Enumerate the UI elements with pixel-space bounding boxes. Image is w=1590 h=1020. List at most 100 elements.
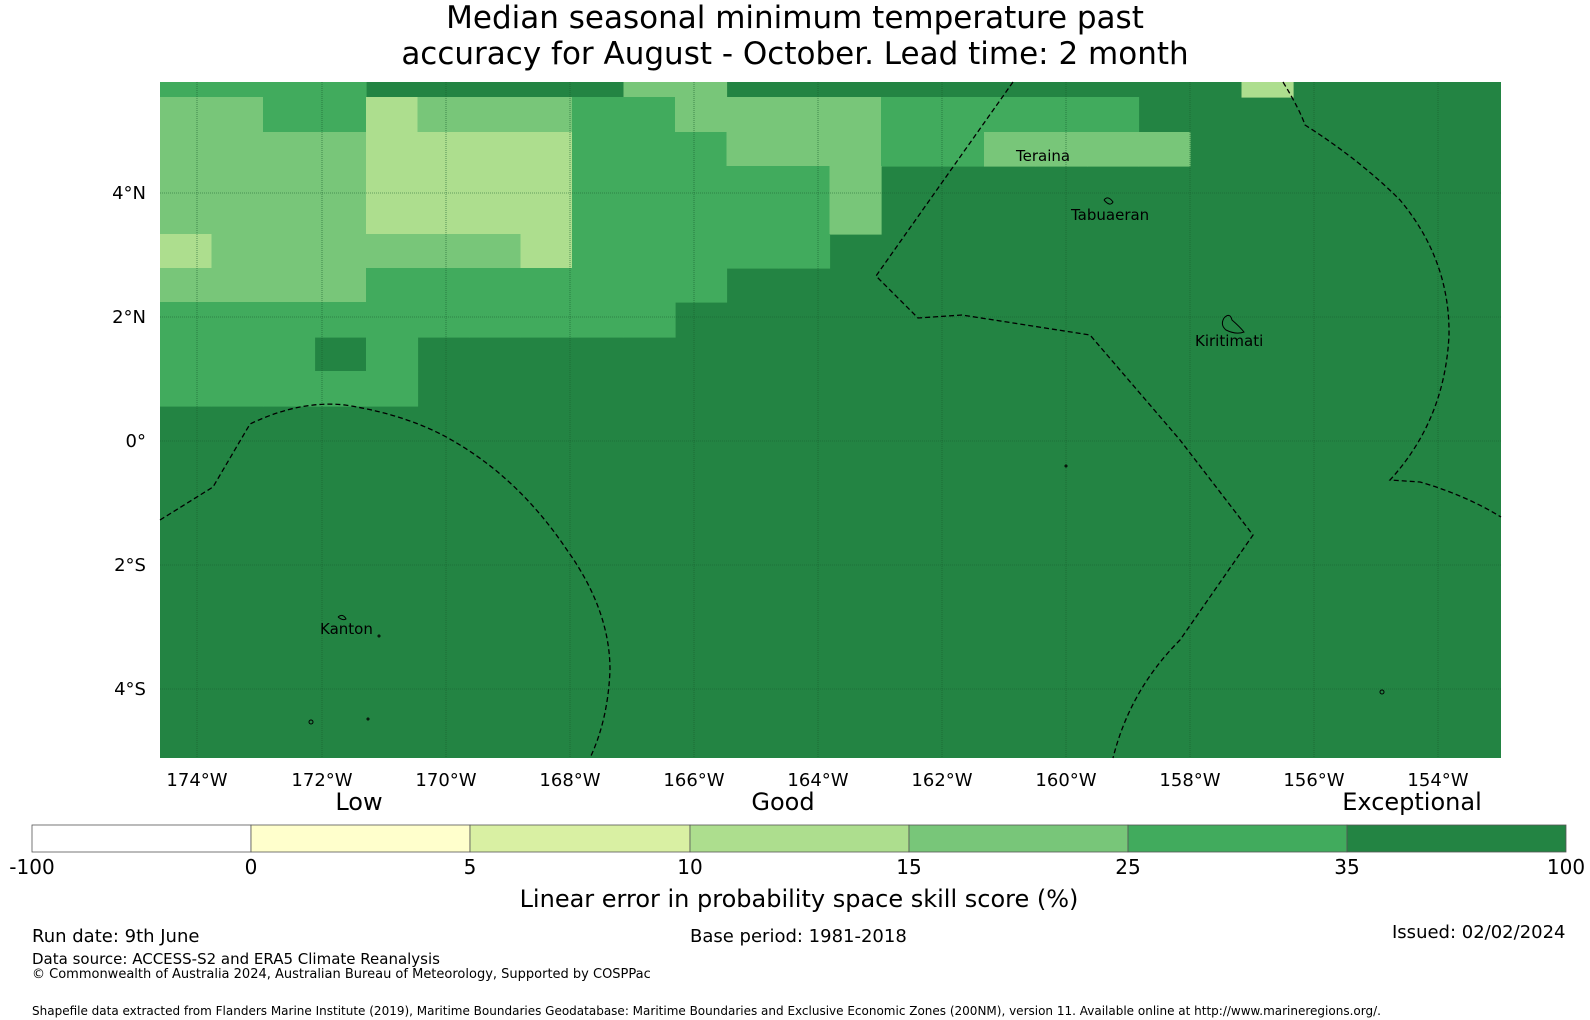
grid-cell [623, 82, 676, 98]
grid-cell [726, 132, 779, 167]
grid-cell [211, 234, 264, 269]
island-small-1 [1379, 689, 1385, 695]
grid-cell [984, 97, 1037, 133]
colorbar-segment [908, 824, 1129, 853]
grid-cell [314, 371, 367, 407]
grid-cell [211, 337, 264, 372]
grid-cell [314, 82, 367, 98]
grid-cell [417, 166, 470, 235]
map-title-line2: accuracy for August - October. Lead time… [401, 36, 1189, 72]
colorbar-tick-labels: -100 0 5 10 15 25 35 100 [9, 855, 1585, 879]
longitude-tick-label: 166°W [663, 770, 724, 791]
grid-cell [469, 268, 522, 303]
grid-cell [366, 302, 419, 338]
grid-cell [520, 132, 573, 167]
colorbar [31, 824, 1567, 853]
grid-cell [314, 132, 367, 167]
grid-cell [160, 97, 213, 133]
grid-cell [263, 302, 316, 338]
grid-cell [417, 234, 470, 269]
grid-cell [211, 302, 264, 338]
grid-cell [314, 302, 367, 338]
grid-cell [572, 234, 625, 269]
grid-cell [469, 132, 522, 167]
graticule [160, 82, 1501, 758]
latitude-tick-label: 0° [126, 431, 146, 452]
longitude-tick-label: 162°W [911, 770, 972, 791]
grid-cell [520, 234, 573, 269]
grid-cell [263, 82, 316, 98]
data-source: Data source: ACCESS-S2 and ERA5 Climate … [32, 950, 440, 968]
grid-cell [675, 268, 728, 303]
grid-cell [829, 132, 882, 167]
grid-cell [984, 132, 1037, 167]
colorbar-tick-label: 0 [245, 855, 258, 879]
colorbar-tick-label: 35 [1334, 855, 1359, 879]
islands [308, 197, 1385, 725]
grid-cell [469, 234, 522, 269]
grid-cell [572, 132, 625, 167]
grid-cell [1241, 82, 1294, 98]
island-small-4 [366, 717, 370, 721]
grid-cell [1035, 132, 1088, 167]
grid-cell [366, 97, 419, 133]
grid-cell [417, 97, 470, 133]
grid-cell [520, 97, 573, 133]
grid-cell [675, 166, 728, 235]
grid-cell [829, 97, 882, 133]
island-small-2 [308, 719, 314, 725]
skill-grid [160, 82, 1294, 407]
place-label-tabuaeran: Tabuaeran [1070, 206, 1149, 224]
latitude-tick-label: 4°S [114, 679, 146, 700]
island-small-3 [377, 634, 381, 638]
grid-cell [211, 268, 264, 303]
grid-cell [932, 132, 985, 167]
grid-cell [726, 166, 779, 235]
grid-cell [366, 337, 419, 372]
grid-cell [469, 166, 522, 235]
grid-cell [623, 132, 676, 167]
island-tabuaeran-shape [1103, 197, 1114, 205]
grid-cell [160, 302, 213, 338]
grid-cell [778, 234, 831, 269]
grid-cell [263, 268, 316, 303]
grid-cell [623, 268, 676, 303]
grid-cell [211, 166, 264, 235]
grid-cell [263, 371, 316, 407]
category-low: Low [335, 788, 382, 816]
grid-cell [160, 234, 213, 269]
grid-cell [263, 234, 316, 269]
grid-cell [1035, 97, 1088, 133]
grid-cell [263, 132, 316, 167]
longitude-tick-label: 164°W [787, 770, 848, 791]
colorbar-axis-label: Linear error in probability space skill … [520, 885, 1079, 913]
island-kiritimati-shape [1221, 314, 1245, 334]
run-date: Run date: 9th June [32, 926, 200, 947]
colorbar-segment [250, 824, 471, 853]
grid-cell [160, 132, 213, 167]
longitude-tick-label: 160°W [1035, 770, 1096, 791]
category-exceptional: Exceptional [1342, 788, 1482, 816]
grid-cell [211, 82, 264, 98]
longitude-tick-label: 154°W [1407, 770, 1468, 791]
grid-cell [623, 97, 676, 133]
grid-cell [417, 302, 470, 338]
grid-cell [314, 97, 367, 133]
colorbar-tick-label: 15 [896, 855, 921, 879]
grid-cell [778, 166, 831, 235]
longitude-tick-label: 174°W [166, 770, 227, 791]
grid-cell [623, 234, 676, 269]
grid-cell [160, 268, 213, 303]
grid-cell [366, 166, 419, 235]
grid-cell [520, 268, 573, 303]
grid-cell [778, 97, 831, 133]
latitude-axis: 4°N 2°N 0° 2°S 4°S [112, 183, 146, 700]
longitude-tick-label: 168°W [539, 770, 600, 791]
grid-cell [366, 371, 419, 407]
colorbar-segment [1127, 824, 1348, 853]
colorbar-segment [1346, 824, 1567, 853]
colorbar-tick-label: 10 [677, 855, 702, 879]
eez-boundary-east [1282, 81, 1502, 518]
island-kanton-shape [337, 614, 347, 621]
colorbar-segment [469, 824, 691, 853]
